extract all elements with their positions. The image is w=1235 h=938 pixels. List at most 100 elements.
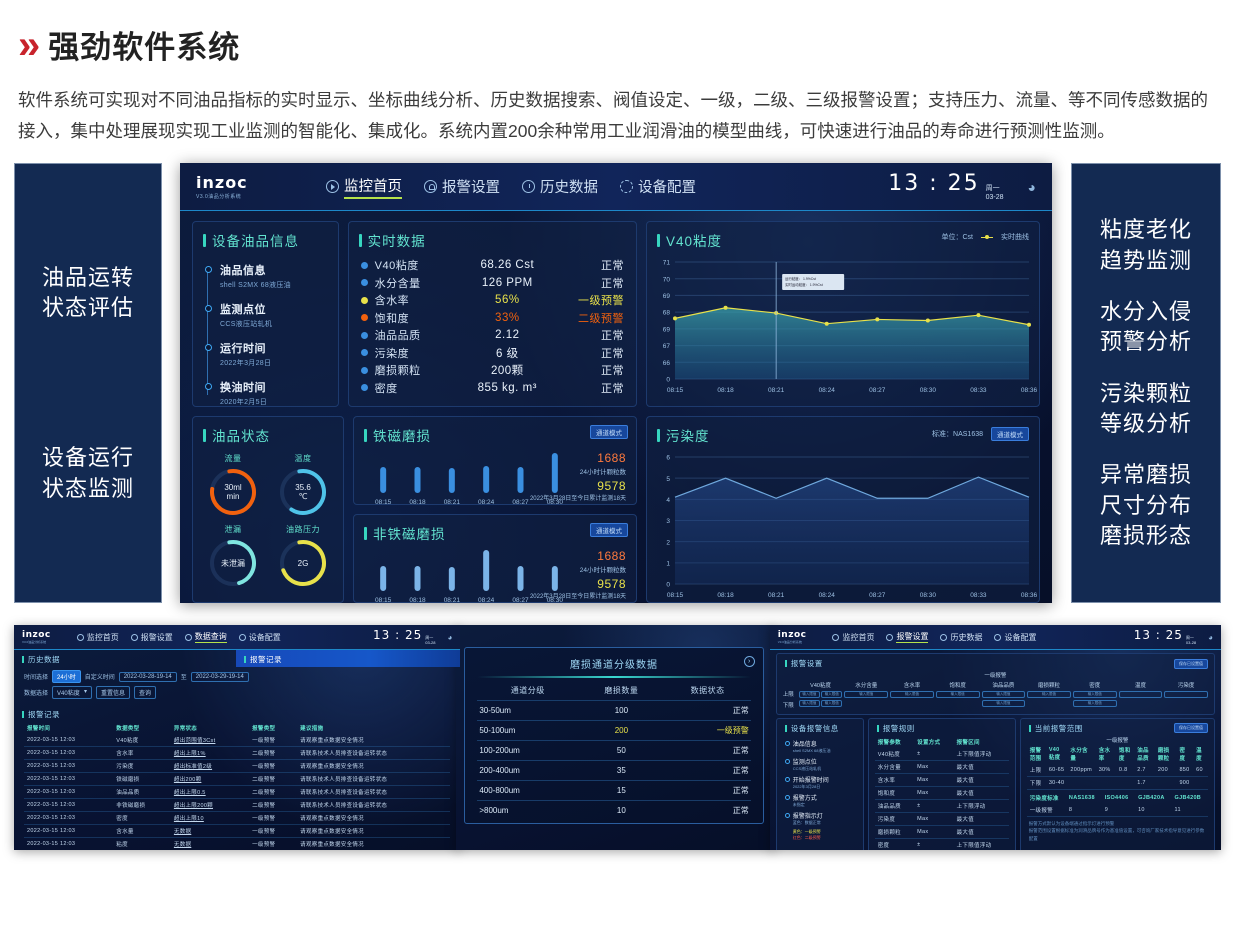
shot-c-nav-history-data[interactable]: 历史数据 — [940, 631, 982, 643]
oil-info-item-2-value: 2022年3月28日 — [220, 360, 272, 368]
table-cell: 2022-03-15 12:03 — [24, 837, 114, 851]
alarm-input-column-label: 磨损颗粒 — [1038, 683, 1061, 690]
table-cell — [1115, 776, 1135, 791]
table-cell: 请联系技术人员排查设备运转状态 — [297, 746, 451, 761]
table-row: 一级报警 8 9 10 11 — [1026, 804, 1208, 818]
table-cell: 含水率 — [874, 773, 915, 788]
shot-a-data-select[interactable]: V40粘度 ▾ — [52, 686, 93, 700]
right-feature-group-3: 污染颗粒 等级分析 — [1100, 379, 1192, 440]
alarm-limit-input[interactable]: 输入限值 — [981, 700, 1026, 708]
alarm-limit-input[interactable] — [1164, 691, 1208, 699]
shot-c-nav-device-config[interactable]: 设备配置 — [994, 631, 1036, 643]
current-range-notes: 报警方式默认为设备端通过指示灯进行预警 报警范围设置根据标准为润滑品牌号作为基准值… — [1021, 817, 1214, 845]
table-cell — [1095, 776, 1116, 791]
alarm-limit-input-pair[interactable]: 输入限值 输入限值 — [798, 691, 843, 699]
gauge-label: 油路压力 — [286, 525, 320, 535]
table-cell: 二级预警 — [249, 798, 298, 813]
bell-circle-icon — [130, 633, 138, 641]
alarm-limit-input[interactable]: 输入限值 — [890, 691, 934, 699]
alarm-limit-input[interactable]: 输入限值 — [981, 691, 1026, 699]
shot-a-date-to-input[interactable]: 2022-03-29-19-14 — [190, 671, 249, 682]
table-cell: >800um — [477, 800, 579, 821]
page-title: 强劲软件系统 — [48, 30, 241, 65]
panel-oil-status: 油品状态 流量 30ml min 温度 35.6 ℃ 泄漏 未泄漏 油路压力 2G — [192, 416, 344, 604]
alarm-limit-input-pair[interactable]: 输入限值 输入限值 — [798, 700, 843, 708]
shot-a-time-quick-button[interactable]: 24小时 — [52, 670, 81, 684]
current-alarm-range-panel: 当前报警范围 保存已设置值 一级报警 报警范围 V40粘度 水分含量 含水率 饱和度 油品… — [1019, 718, 1215, 851]
alarm-limit-input[interactable]: 输入限值 — [1072, 691, 1117, 699]
table-cell: 含水率 — [113, 746, 171, 761]
shot-a-nav-monitor-home[interactable]: 监控首页 — [76, 631, 119, 643]
ferro-count-24h-label: 24小时计颗粒数 — [579, 469, 626, 477]
current-range-save-button[interactable]: 保存已设置值 — [1174, 723, 1208, 734]
alarm-input-column-label: 温度 — [1134, 683, 1146, 690]
shot-c-nav-monitor-home[interactable]: 监控首页 — [832, 631, 874, 643]
alarm-rules-title: 报警规则 — [882, 724, 915, 734]
alarm-setting-save-button[interactable]: 保存已设置值 — [1174, 659, 1208, 670]
nav-item-alarm-settings[interactable]: 报警设置 — [424, 175, 500, 199]
right-feature-2-line1: 水分入侵 — [1099, 298, 1192, 324]
nav-item-history-data[interactable]: 历史数据 — [522, 175, 598, 199]
alarm-legend-entry: 红色：二级预警 — [792, 835, 821, 841]
panel-viscosity-chart: V40粘度 单位：Cst 实时曲线 71 70 69 68 69 67 66 0 运行粘度： 1… — [646, 221, 1040, 408]
svg-text:08:24: 08:24 — [819, 387, 836, 394]
wifi-icon[interactable]: ◕ — [1208, 632, 1213, 642]
alarm-limit-input[interactable]: 输入限值 — [1072, 700, 1117, 708]
shot-a-records-title-bar: 报警记录 — [14, 705, 460, 722]
shot-a-nav-data-query[interactable]: 数据查询 — [184, 631, 227, 644]
screenshot-history-query: inzoc V3.0油品分析系统 监控首页 报警设置 数据查询 设备配置 13 … — [14, 625, 461, 851]
nonferro-channel-mode-button[interactable]: 通道模式 — [590, 523, 628, 538]
table-row: 100-200um 50 正常 — [477, 740, 751, 761]
svg-text:08:33: 08:33 — [970, 387, 987, 394]
realtime-row: 饱和度 33% 二级预警 — [360, 309, 624, 327]
alarm-limit-input[interactable] — [1118, 691, 1163, 699]
shot-a-nav-device-config[interactable]: 设备配置 — [238, 631, 281, 643]
page-header: » 强劲软件系统 软件系统可实现对不同油品指标的实时显示、坐标曲线分析、历史数据… — [0, 0, 1235, 147]
shot-a-reset-button[interactable]: 重置信息 — [96, 686, 131, 700]
table-cell: 请观察重点数据安全情况 — [297, 734, 451, 748]
table-cell — [1193, 776, 1208, 791]
panel-viscosity-title: V40粘度 — [666, 234, 723, 250]
column-header: 温度 — [1196, 748, 1202, 763]
svg-text:08:15: 08:15 — [375, 597, 392, 603]
shot-a-nav-alarm-settings[interactable]: 报警设置 — [130, 631, 173, 643]
pollution-chart-meta: 标准：NAS1638 通道模式 — [932, 427, 1029, 442]
clock-icon — [940, 633, 948, 641]
pollution-channel-mode-button[interactable]: 通道模式 — [991, 427, 1029, 442]
close-circle-icon[interactable]: › — [743, 656, 755, 668]
panel-nonferro-wear-header: 非铁磁磨损 — [354, 515, 636, 545]
device-alarm-item-label: 油品信息 — [792, 742, 817, 749]
oil-info-item-1: 监测点位 CCS液压站轧机 — [204, 301, 338, 329]
nav-item-monitor-home[interactable]: 监控首页 — [326, 175, 402, 199]
table-cell: 最大值 — [953, 786, 1009, 801]
ferro-channel-mode-button[interactable]: 通道模式 — [590, 425, 628, 440]
shot-a-nav: 监控首页 报警设置 数据查询 设备配置 — [76, 631, 281, 644]
alarm-limit-input[interactable]: 输入限值 — [935, 691, 980, 699]
table-cell: 上下限浮动 — [953, 799, 1009, 814]
right-feature-1-line1: 粘度老化 — [1099, 217, 1192, 243]
realtime-metric-status: 正常 — [601, 277, 624, 290]
bell-circle-icon — [424, 180, 437, 194]
wifi-icon[interactable]: ◕ — [1027, 178, 1036, 195]
alarm-upper-label: 上限 — [782, 692, 794, 699]
oil-info-item-3-value: 2020年2月5日 — [220, 399, 268, 407]
status-dot — [360, 296, 368, 304]
nav-item-device-config[interactable]: 设备配置 — [620, 175, 696, 199]
svg-text:71: 71 — [663, 260, 671, 267]
alarm-limit-input[interactable]: 输入限值 — [1027, 691, 1071, 699]
alarm-limit-input[interactable]: 输入限值 — [844, 691, 889, 699]
status-dot — [360, 331, 368, 339]
shot-c-nav-alarm-settings[interactable]: 报警设置 — [886, 631, 929, 644]
svg-text:69: 69 — [663, 293, 671, 300]
device-alarm-title-bar: 设备报警信息 — [777, 719, 863, 736]
wifi-icon[interactable]: ◕ — [447, 632, 453, 642]
table-cell: 正常 — [664, 700, 751, 721]
column-header: 含水率 — [1098, 748, 1111, 763]
shot-a-alarm-title: 报警记录 — [250, 655, 282, 665]
column-header: 饱和度 — [1118, 748, 1131, 763]
svg-text:运行粘度： 1.9%Cst: 运行粘度： 1.9%Cst — [785, 276, 816, 281]
table-cell: 正常 — [664, 740, 751, 761]
shot-a-date-from-input[interactable]: 2022-03-28-19-14 — [118, 671, 177, 682]
shot-a-query-button[interactable]: 查询 — [134, 686, 157, 700]
gauge-unit: min — [226, 492, 240, 502]
